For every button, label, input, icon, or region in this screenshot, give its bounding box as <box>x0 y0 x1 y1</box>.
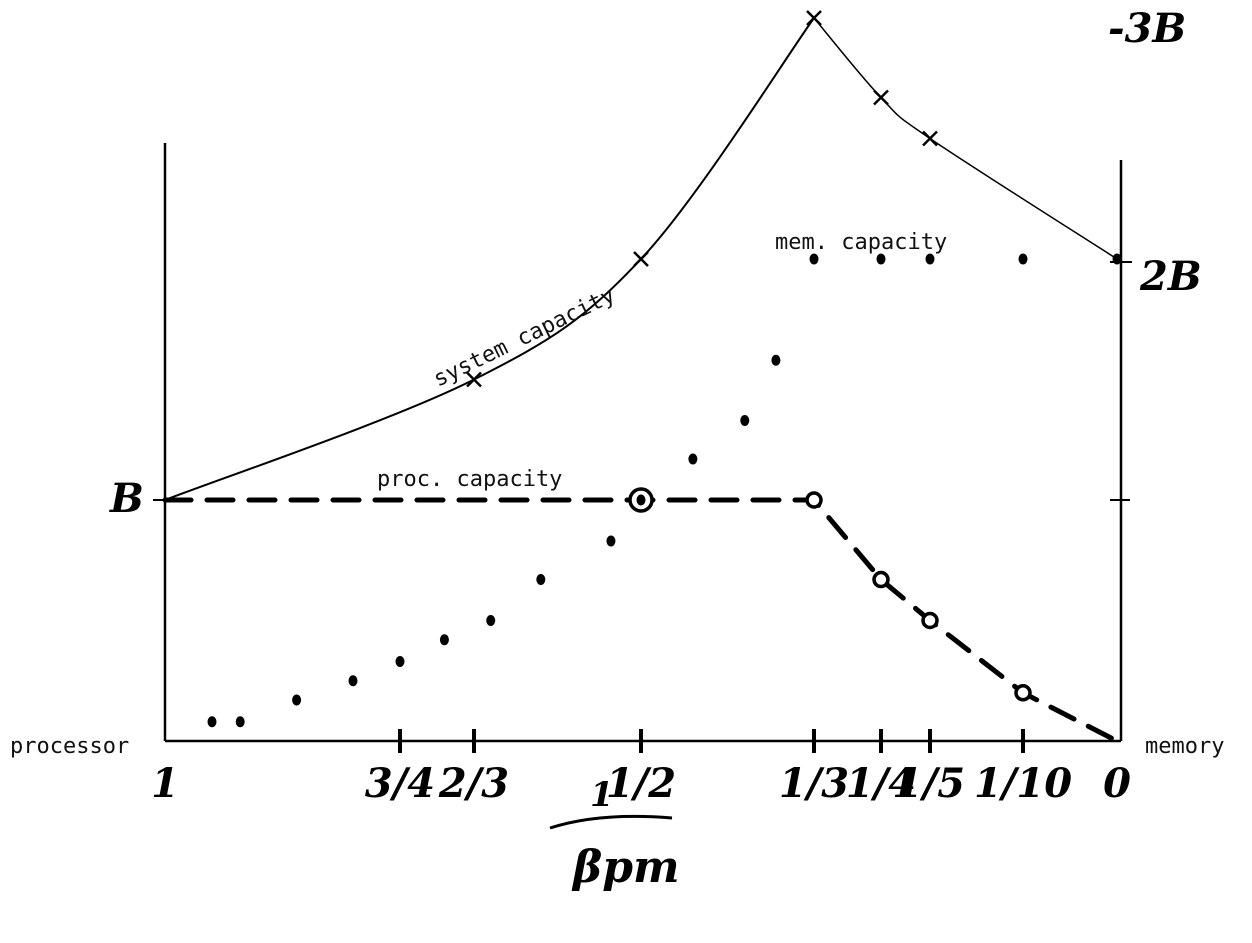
series-system-capacity-marker <box>922 130 938 147</box>
series-proc-capacity-marker <box>921 611 939 630</box>
series-system-capacity-marker <box>466 371 482 388</box>
series-mem-capacity-dot <box>925 253 935 265</box>
series-proc-capacity-marker <box>1014 684 1032 702</box>
x-tick-label-1-2: 1/2 <box>606 760 676 807</box>
x-axis-label-numerator: 1 <box>590 775 614 815</box>
series-mem-capacity-dot <box>348 675 358 687</box>
series-mem-capacity-dot <box>439 634 449 646</box>
series-label-proc: proc. capacity <box>377 467 562 492</box>
series-layer <box>162 10 1122 744</box>
series-system-capacity-line <box>164 17 815 501</box>
x-axis-left-end-label: processor <box>10 734 129 759</box>
x-tick-label-3-4: 3/4 <box>365 760 435 807</box>
series-proc-capacity-line <box>162 497 1120 744</box>
series-mem-capacity-dot <box>536 574 546 586</box>
y-label-2b: 2B <box>1139 253 1202 300</box>
series-system-capacity-marker <box>806 10 822 26</box>
series-mem-capacity-dot <box>809 253 819 265</box>
series-mem-capacity-dot <box>292 694 302 706</box>
x-axis-right-end-label: memory <box>1145 734 1224 759</box>
series-mem-capacity-dot <box>1112 253 1122 265</box>
series-mem-capacity-dot <box>688 453 698 465</box>
series-mem-capacity-dot <box>606 535 616 547</box>
series-proc-capacity-marker <box>805 491 823 509</box>
series-mem-capacity-dot <box>636 494 646 506</box>
x-ticks: 1 3/4 2/3 1/2 1/31/41/5 1/10 0 <box>151 729 1131 807</box>
series-system-capacity-marker <box>633 251 649 267</box>
x-tick-label-1: 1 <box>151 760 179 807</box>
x-tick-label-1-5: 1/5 <box>895 760 965 807</box>
y-label-b: B <box>109 475 144 522</box>
series-mem-capacity-dot <box>771 354 781 366</box>
x-axis-label-denominator: βpm <box>571 842 680 893</box>
series-system-capacity-marker <box>873 89 889 106</box>
series-mem-capacity-dot <box>486 615 496 626</box>
series-mem-capacity-dot <box>235 716 245 728</box>
series-mem-capacity-dot <box>876 253 886 265</box>
series-system-capacity-line-falling <box>813 17 1118 260</box>
y-label-3b: -3B <box>1108 5 1186 52</box>
x-tick-label-1-3: 1/3 <box>779 760 849 807</box>
series-mem-capacity-dot <box>395 655 405 667</box>
x-axis-fraction-bar <box>549 814 673 830</box>
x-tick-label-2-3: 2/3 <box>438 760 509 807</box>
x-tick-label-1-10: 1/10 <box>974 760 1072 807</box>
series-label-system: system capacity <box>430 283 620 393</box>
series-mem-capacity-dot <box>1018 253 1028 265</box>
x-tick-label-1-4: 1/4 <box>846 760 916 807</box>
series-label-mem: mem. capacity <box>775 230 947 255</box>
series-mem-capacity-dot <box>207 716 217 728</box>
series-proc-capacity-marker <box>872 570 890 589</box>
x-tick-label-0: 0 <box>1103 760 1131 807</box>
series-mem-capacity-dot <box>740 414 750 426</box>
